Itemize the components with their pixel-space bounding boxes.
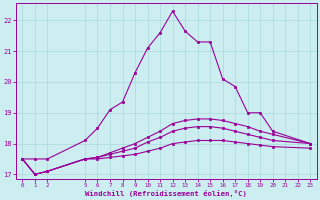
X-axis label: Windchill (Refroidissement éolien,°C): Windchill (Refroidissement éolien,°C) [85, 190, 247, 197]
